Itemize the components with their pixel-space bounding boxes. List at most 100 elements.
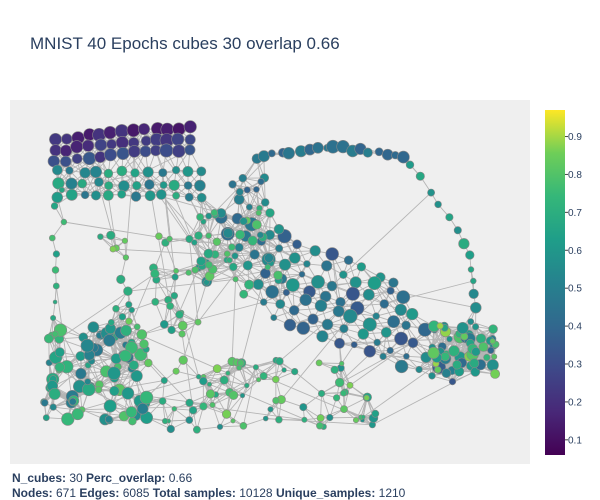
graph-node[interactable]	[388, 277, 399, 288]
graph-node[interactable]	[144, 190, 156, 202]
graph-node[interactable]	[192, 425, 201, 434]
graph-node[interactable]	[260, 298, 268, 306]
graph-node[interactable]	[330, 365, 339, 374]
graph-node[interactable]	[456, 321, 469, 334]
graph-node[interactable]	[314, 299, 328, 312]
graph-node[interactable]	[166, 235, 173, 242]
graph-node[interactable]	[292, 239, 302, 250]
graph-node[interactable]	[58, 187, 65, 194]
graph-node[interactable]	[428, 372, 436, 380]
graph-node[interactable]	[403, 352, 410, 360]
graph-node[interactable]	[397, 150, 410, 164]
graph-node[interactable]	[210, 209, 219, 217]
graph-node[interactable]	[121, 386, 135, 400]
graph-node[interactable]	[116, 274, 126, 285]
graph-node[interactable]	[446, 335, 453, 343]
graph-node[interactable]	[81, 139, 95, 152]
graph-node[interactable]	[144, 358, 153, 368]
graph-node[interactable]	[405, 160, 415, 170]
graph-node[interactable]	[118, 313, 127, 321]
graph-node[interactable]	[51, 330, 59, 338]
graph-node[interactable]	[160, 319, 169, 329]
graph-node[interactable]	[205, 232, 212, 239]
graph-node[interactable]	[173, 267, 179, 274]
graph-node[interactable]	[104, 181, 114, 191]
graph-node[interactable]	[441, 368, 452, 379]
graph-node[interactable]	[151, 297, 160, 306]
graph-node[interactable]	[42, 414, 50, 422]
graph-node[interactable]	[362, 147, 373, 158]
graph-node[interactable]	[335, 377, 345, 388]
graph-node[interactable]	[406, 308, 419, 321]
graph-node[interactable]	[160, 376, 168, 384]
graph-node[interactable]	[48, 234, 56, 242]
graph-node[interactable]	[225, 370, 231, 376]
graph-node[interactable]	[109, 245, 117, 253]
graph-node[interactable]	[470, 277, 477, 285]
graph-node[interactable]	[196, 374, 202, 380]
graph-node[interactable]	[253, 186, 260, 193]
graph-node[interactable]	[51, 266, 60, 274]
graph-node[interactable]	[219, 375, 229, 385]
graph-node[interactable]	[172, 191, 180, 200]
graph-node[interactable]	[363, 394, 370, 401]
graph-node[interactable]	[371, 409, 380, 418]
graph-node[interactable]	[191, 266, 199, 274]
graph-node[interactable]	[440, 352, 450, 362]
graph-node[interactable]	[352, 417, 359, 424]
graph-node[interactable]	[130, 369, 143, 382]
graph-node[interactable]	[259, 371, 268, 380]
graph-node[interactable]	[434, 366, 442, 374]
graph-node[interactable]	[205, 389, 216, 399]
graph-node[interactable]	[374, 147, 384, 157]
graph-node[interactable]	[273, 270, 283, 280]
graph-node[interactable]	[316, 422, 324, 430]
graph-node[interactable]	[278, 258, 291, 271]
graph-node[interactable]	[339, 360, 345, 367]
graph-node[interactable]	[415, 365, 423, 374]
graph-node[interactable]	[321, 260, 333, 272]
graph-node[interactable]	[345, 286, 360, 301]
graph-node[interactable]	[401, 320, 411, 330]
graph-node[interactable]	[296, 321, 310, 335]
graph-node[interactable]	[349, 276, 362, 289]
graph-node[interactable]	[91, 190, 102, 201]
graph-node[interactable]	[257, 178, 265, 186]
graph-node[interactable]	[107, 318, 115, 326]
graph-node[interactable]	[82, 151, 97, 166]
graph-node[interactable]	[264, 264, 271, 271]
graph-node[interactable]	[475, 333, 487, 344]
graph-node[interactable]	[222, 227, 234, 239]
graph-node[interactable]	[350, 341, 358, 349]
graph-node[interactable]	[43, 333, 54, 344]
graph-node[interactable]	[126, 123, 141, 138]
graph-node[interactable]	[275, 357, 284, 366]
graph-node[interactable]	[172, 144, 186, 158]
graph-node[interactable]	[325, 247, 339, 261]
graph-node[interactable]	[255, 209, 262, 216]
graph-node[interactable]	[212, 364, 222, 374]
graph-node[interactable]	[116, 165, 128, 177]
graph-node[interactable]	[226, 257, 233, 264]
graph-node[interactable]	[59, 144, 73, 157]
graph-node[interactable]	[394, 331, 408, 346]
graph-node[interactable]	[334, 337, 345, 349]
graph-node[interactable]	[257, 150, 270, 163]
graph-node[interactable]	[79, 167, 91, 179]
graph-node[interactable]	[372, 312, 380, 320]
graph-node[interactable]	[339, 324, 349, 334]
graph-node[interactable]	[458, 238, 470, 250]
graph-node[interactable]	[222, 409, 232, 419]
graph-node[interactable]	[239, 217, 248, 226]
graph-node[interactable]	[80, 338, 95, 353]
graph-node[interactable]	[125, 317, 133, 325]
graph-node[interactable]	[270, 314, 278, 321]
graph-node[interactable]	[140, 135, 152, 147]
graph-node[interactable]	[244, 279, 255, 290]
graph-node[interactable]	[291, 368, 299, 376]
graph-node[interactable]	[170, 292, 179, 300]
graph-node[interactable]	[281, 367, 287, 373]
graph-node[interactable]	[61, 133, 73, 145]
graph-node[interactable]	[346, 381, 354, 389]
graph-node[interactable]	[212, 237, 222, 247]
